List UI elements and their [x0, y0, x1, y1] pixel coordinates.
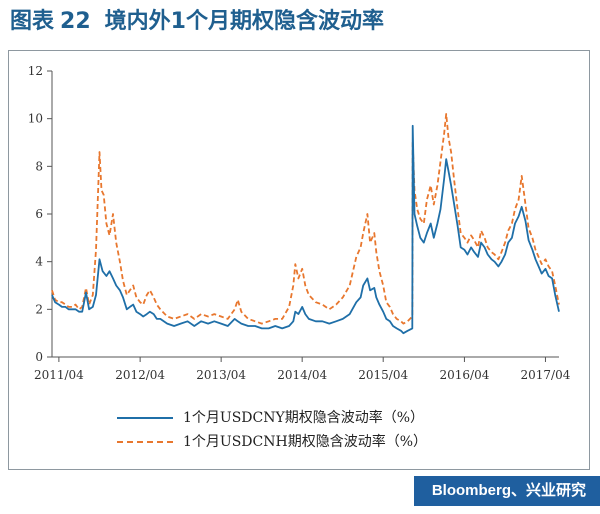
y-tick-label: 0	[35, 350, 43, 364]
series-line-cnh	[51, 113, 560, 325]
x-tick-label: 2012/04	[115, 368, 165, 382]
y-tick-label: 8	[35, 159, 43, 173]
series-line-cny	[51, 124, 560, 335]
chart-legend: 1个月USDCNY期权隐含波动率（%） 1个月USDCNH期权隐含波动率（%）	[117, 405, 497, 453]
legend-label-cny: 1个月USDCNY期权隐含波动率（%）	[183, 410, 425, 426]
figure-title-text: 境内外1个月期权隐含波动率	[104, 9, 384, 34]
y-tick-label: 12	[28, 64, 43, 78]
x-tick-label: 2015/04	[358, 368, 408, 382]
y-tick-label: 10	[28, 112, 43, 126]
legend-swatch-cnh	[117, 441, 173, 443]
y-tick-label: 6	[35, 207, 43, 221]
chart-frame: 0 2 4 6 8 10 12 2011/04 2012/04 2013/04 2014/04 201…	[8, 50, 590, 470]
chart-canvas: 0 2 4 6 8 10 12 2011/04 2012/04 2013/04 2014/04 201…	[28, 64, 571, 382]
source-badge: Bloomberg、兴业研究	[413, 476, 600, 506]
x-tick-label: 2011/04	[34, 368, 84, 382]
x-tick-label: 2014/04	[277, 368, 327, 382]
figure-label: 图表	[10, 9, 55, 34]
y-tick-label: 4	[35, 255, 43, 269]
legend-item-cny: 1个月USDCNY期权隐含波动率（%）	[117, 405, 497, 429]
figure-number: 22	[60, 9, 91, 34]
legend-swatch-cny	[117, 417, 173, 419]
legend-item-cnh: 1个月USDCNH期权隐含波动率（%）	[117, 429, 497, 453]
x-tick-label: 2013/04	[196, 368, 246, 382]
x-tick-label: 2016/04	[440, 368, 490, 382]
y-tick-label: 2	[35, 302, 43, 316]
x-tick-label: 2017/04	[521, 368, 571, 382]
legend-label-cnh: 1个月USDCNH期权隐含波动率（%）	[183, 434, 427, 450]
figure-title: 图表 22 境内外1个月期权隐含波动率	[10, 6, 384, 38]
